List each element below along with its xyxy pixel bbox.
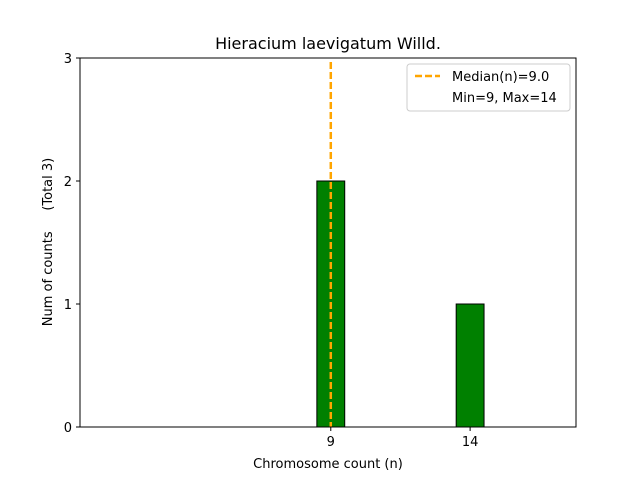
chart-title: Hieracium laevigatum Willd. xyxy=(215,34,441,53)
x-tick-label-9: 9 xyxy=(327,435,335,450)
legend-box xyxy=(406,63,571,112)
y-tick-label-2: 2 xyxy=(64,175,72,190)
axes-frame xyxy=(79,57,577,428)
y-axis-label: Num of counts (Total 3) xyxy=(41,158,56,326)
x-axis-label: Chromosome count (n) xyxy=(253,457,403,472)
bar-n-14 xyxy=(455,303,485,428)
plot-area xyxy=(80,62,560,428)
legend-minmax-label: Min=9, Max=14 xyxy=(452,91,557,106)
y-tick-label-0: 0 xyxy=(64,421,72,436)
legend-median-label: Median(n)=9.0 xyxy=(452,70,549,85)
y-tick-label-3: 3 xyxy=(64,52,72,67)
legend: Median(n)=9.0 Min=9, Max=14 xyxy=(406,63,571,112)
x-tick-label-14: 14 xyxy=(462,435,479,450)
y-tick-label-1: 1 xyxy=(64,298,72,313)
